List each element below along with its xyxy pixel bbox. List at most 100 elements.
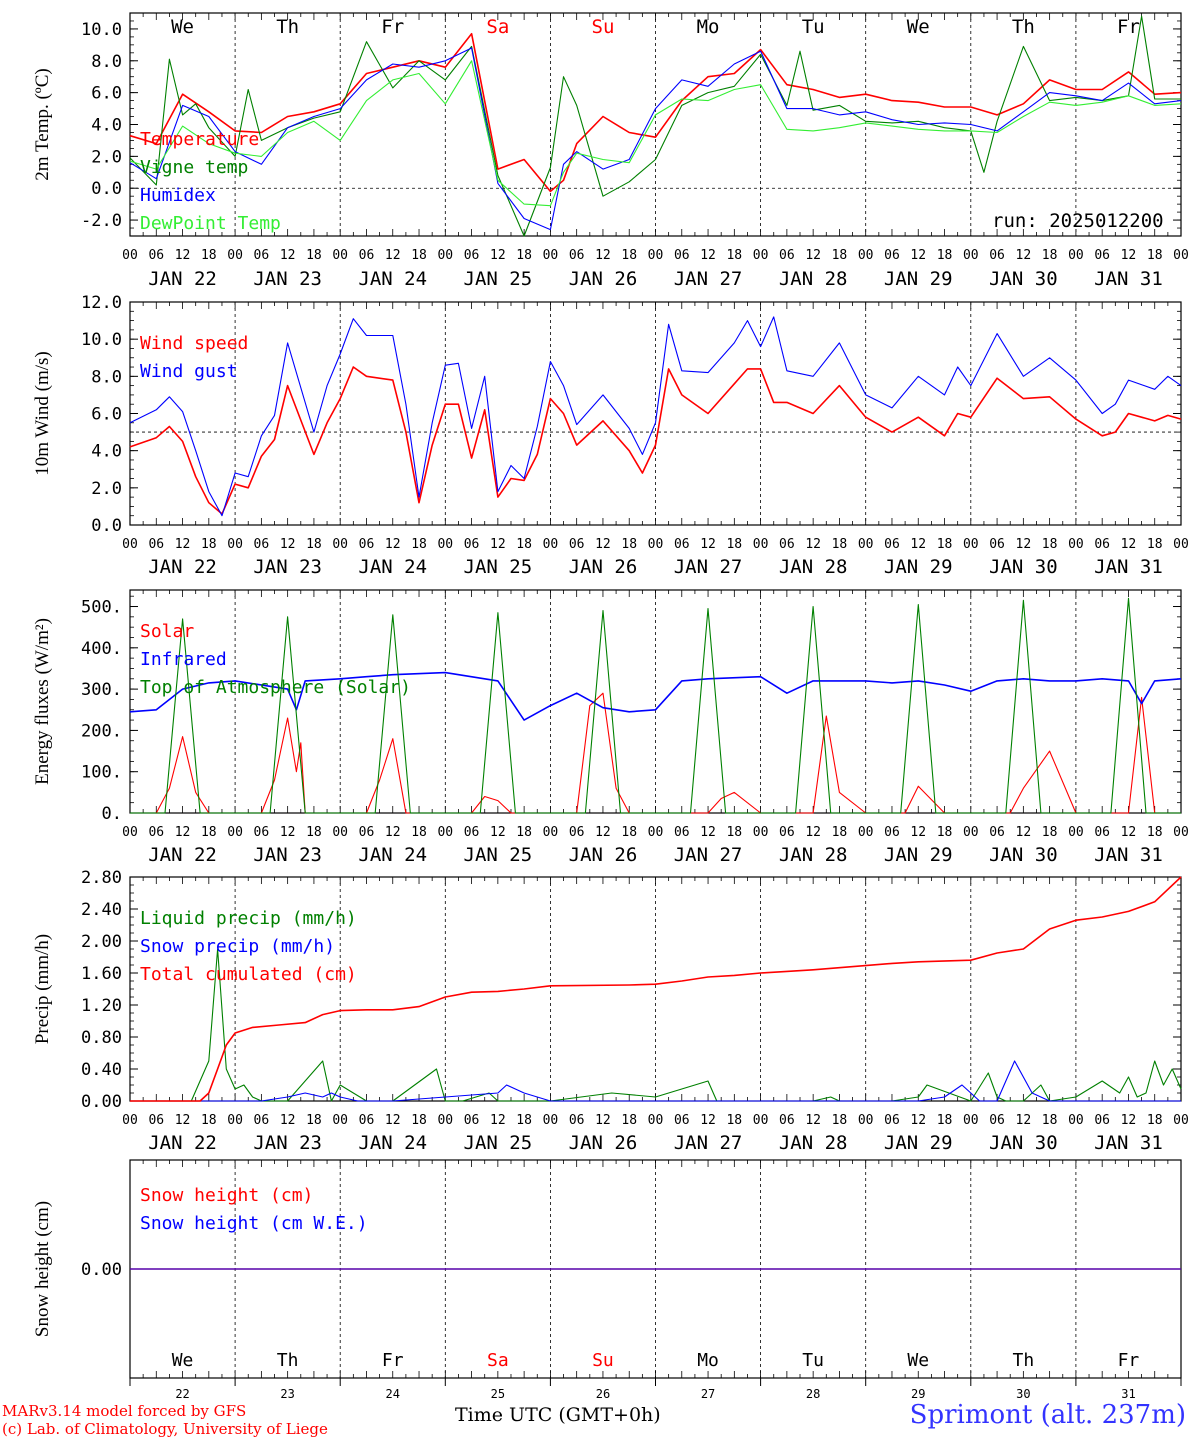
hour-tick-label: 00: [1068, 1113, 1084, 1128]
hour-tick-label: 12: [175, 537, 191, 552]
date-label: JAN 23: [253, 268, 322, 290]
hour-tick-label: 12: [1121, 537, 1137, 552]
hour-tick-label: 00: [332, 537, 348, 552]
hour-tick-label: 18: [832, 537, 848, 552]
hour-tick-label: 12: [805, 248, 821, 263]
hour-tick-label: 00: [753, 825, 769, 840]
hour-tick-label: 06: [359, 537, 375, 552]
y-axis-label-snow: Snow height (cm): [32, 1201, 53, 1337]
x-axis-title: Time UTC (GMT+0h): [455, 1404, 661, 1426]
hour-tick-label: 12: [700, 825, 716, 840]
weekday-label-bottom: We: [907, 1350, 929, 1371]
hour-tick-label: 18: [411, 825, 427, 840]
hour-tick-label: 00: [963, 1113, 979, 1128]
hour-tick-label: 00: [858, 825, 874, 840]
hour-tick-label: 18: [726, 537, 742, 552]
hour-tick-label: 12: [385, 248, 401, 263]
hour-tick-label: 00: [648, 248, 664, 263]
hour-tick-label: 18: [621, 825, 637, 840]
hour-tick-label: 00: [963, 825, 979, 840]
hour-tick-label: 00: [543, 537, 559, 552]
y-tick-label: 6.0: [91, 84, 122, 104]
weekday-label: We: [907, 16, 930, 38]
day-number-label: 22: [175, 1387, 189, 1401]
date-label: JAN 23: [253, 1132, 322, 1154]
date-label: JAN 26: [569, 268, 638, 290]
legend-entry: Snow height (cm W.E.): [140, 1213, 368, 1234]
y-tick-label: -2.0: [81, 211, 122, 231]
weekday-label: Fr: [1117, 16, 1140, 38]
y-tick-label: 2.0: [91, 479, 122, 499]
hour-tick-label: 06: [884, 537, 900, 552]
date-label: JAN 30: [989, 268, 1058, 290]
y-axis-label-precip: Precip (mm/h): [32, 934, 53, 1044]
hour-tick-label: 00: [437, 1113, 453, 1128]
hour-tick-label: 00: [648, 825, 664, 840]
y-tick-label: 100.: [81, 763, 122, 783]
date-label: JAN 27: [674, 1132, 743, 1154]
hour-tick-label: 12: [490, 825, 506, 840]
hour-tick-label: 06: [464, 537, 480, 552]
hour-tick-label: 00: [1173, 1113, 1189, 1128]
date-label: JAN 27: [674, 556, 743, 578]
hour-tick-label: 06: [254, 537, 270, 552]
hour-tick-label: 12: [385, 1113, 401, 1128]
hour-tick-label: 18: [516, 248, 532, 263]
hour-tick-label: 00: [648, 537, 664, 552]
day-number-label: 25: [491, 1387, 505, 1401]
date-label: JAN 31: [1094, 268, 1163, 290]
hour-tick-label: 06: [148, 825, 164, 840]
hour-tick-label: 18: [306, 825, 322, 840]
hour-tick-label: 18: [832, 248, 848, 263]
hour-tick-label: 00: [858, 537, 874, 552]
y-tick-label: 10.0: [81, 330, 122, 350]
hour-tick-label: 06: [779, 825, 795, 840]
series-line-top-of-atmosphere-solar-: [130, 597, 1181, 814]
hour-tick-label: 06: [569, 1113, 585, 1128]
y-tick-label: 6.0: [91, 405, 122, 425]
hour-tick-label: 12: [700, 537, 716, 552]
date-label: JAN 22: [148, 556, 217, 578]
hour-tick-label: 12: [490, 537, 506, 552]
y-tick-label: 0.80: [81, 1028, 122, 1048]
hour-tick-label: 00: [1068, 248, 1084, 263]
hour-tick-label: 06: [359, 1113, 375, 1128]
day-number-label: 31: [1121, 1387, 1135, 1401]
hour-tick-label: 06: [569, 825, 585, 840]
weekday-label-bottom: Tu: [802, 1350, 824, 1371]
hour-tick-label: 00: [1173, 248, 1189, 263]
date-label: JAN 29: [884, 556, 953, 578]
hour-tick-label: 06: [674, 825, 690, 840]
date-label: JAN 26: [569, 844, 638, 866]
y-tick-label: 200.: [81, 721, 122, 741]
y-tick-label: 400.: [81, 639, 122, 659]
date-label: JAN 26: [569, 1132, 638, 1154]
hour-tick-label: 18: [516, 537, 532, 552]
hour-tick-label: 06: [884, 248, 900, 263]
hour-tick-label: 06: [1094, 1113, 1110, 1128]
hour-tick-label: 12: [1016, 1113, 1032, 1128]
hour-tick-label: 00: [227, 1113, 243, 1128]
date-label: JAN 24: [358, 1132, 427, 1154]
hour-tick-label: 18: [937, 537, 953, 552]
hour-tick-label: 12: [280, 1113, 296, 1128]
weekday-label: Su: [592, 16, 615, 38]
hour-tick-label: 06: [989, 537, 1005, 552]
hour-tick-label: 12: [595, 537, 611, 552]
hour-tick-label: 12: [1121, 248, 1137, 263]
date-label: JAN 28: [779, 556, 848, 578]
hour-tick-label: 12: [490, 248, 506, 263]
day-number-label: 27: [701, 1387, 715, 1401]
series-line-dewpoint-temp: [129, 60, 1182, 207]
day-number-label: 24: [386, 1387, 400, 1401]
hour-tick-label: 18: [621, 248, 637, 263]
series-line-vigne-temp: [129, 15, 1181, 237]
date-label: JAN 23: [253, 844, 322, 866]
y-axis-label-wind: 10m Wind (m/s): [32, 351, 53, 476]
hour-tick-label: 12: [805, 537, 821, 552]
y-tick-label: 0.: [102, 804, 122, 824]
hour-tick-label: 18: [1147, 248, 1163, 263]
weekday-label: We: [171, 16, 194, 38]
hour-tick-label: 18: [411, 1113, 427, 1128]
hour-tick-label: 06: [779, 1113, 795, 1128]
